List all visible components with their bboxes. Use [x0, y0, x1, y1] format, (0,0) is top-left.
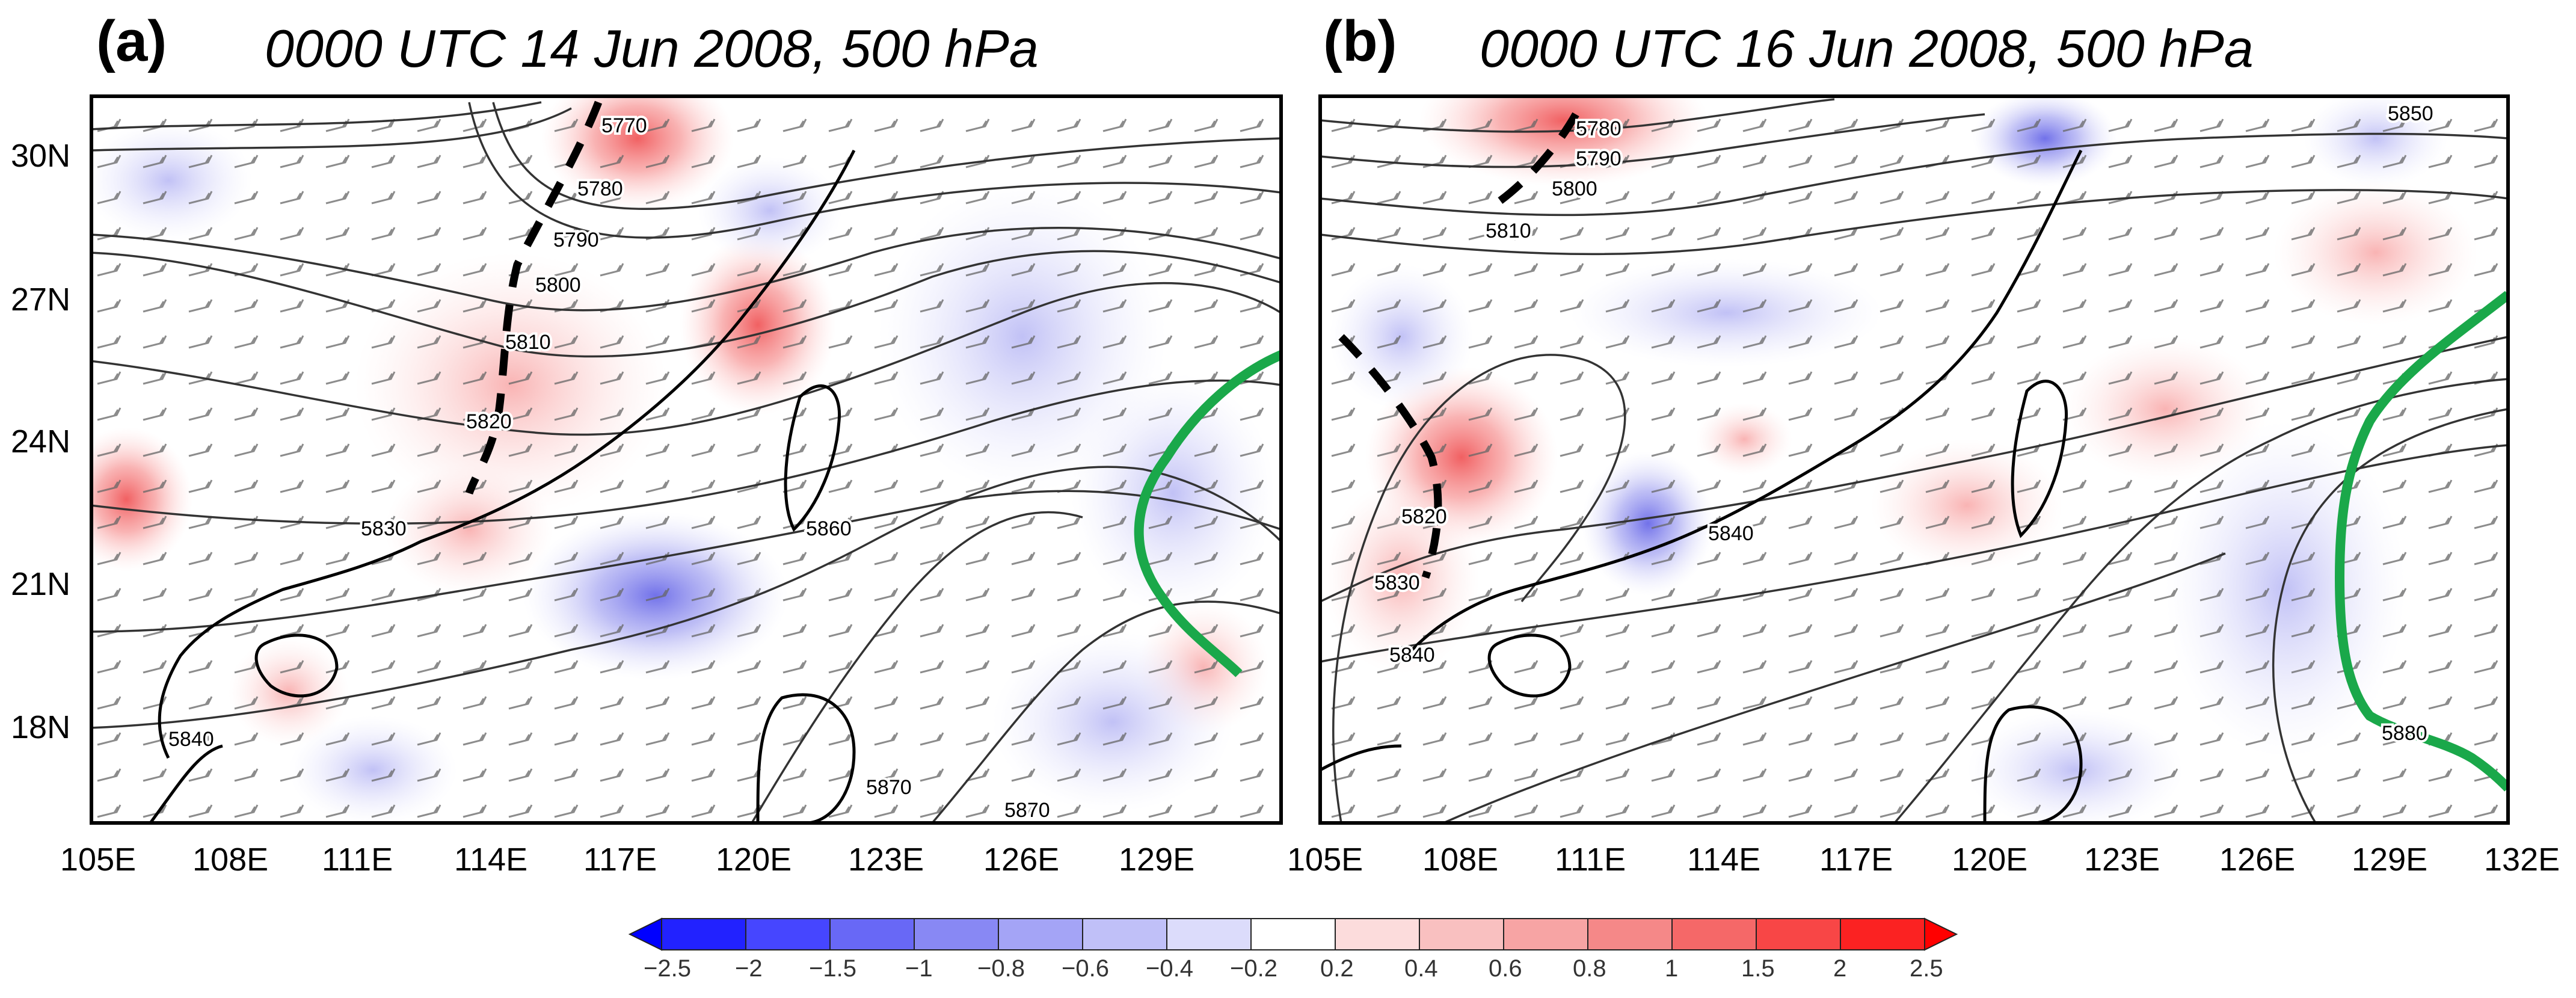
lon-tick-b-129e: 129E: [2352, 842, 2428, 878]
colorbar-tick: 0.4: [1404, 955, 1438, 982]
contour-label: 5860: [806, 517, 852, 540]
lon-tick-a-108e: 108E: [192, 842, 269, 878]
panel-a-letter: (a): [96, 9, 167, 73]
panel-a-frame: [90, 94, 1283, 825]
lon-tick-a-123e: 123E: [848, 842, 924, 878]
colorbar-tick: 2.5: [1910, 955, 1943, 982]
contour-label: 5820: [1401, 505, 1447, 528]
lon-tick-b-105e: 105E: [1287, 842, 1363, 878]
contour-label: 5790: [553, 229, 599, 251]
colorbar-tick: −1.5: [809, 955, 856, 982]
contour-label: 5810: [505, 331, 551, 354]
colorbar-tick: 1: [1665, 955, 1679, 982]
contour-label: 5800: [535, 274, 581, 297]
lon-tick-b-114e: 114E: [1687, 842, 1761, 878]
contour-label: 5850: [2388, 102, 2433, 125]
lat-tick-21n: 21N: [11, 566, 71, 602]
colorbar-tick: −2.5: [644, 955, 691, 982]
colorbar-tick: −0.4: [1146, 955, 1193, 982]
colorbar-tick: −0.2: [1230, 955, 1277, 982]
contour-label: 5830: [1374, 571, 1420, 594]
panel-b-frame: [1318, 94, 2510, 825]
lon-tick-b-111e: 111E: [1555, 842, 1626, 878]
colorbar-tick: 2: [1833, 955, 1847, 982]
colorbar-tick: −2: [735, 955, 763, 982]
contour-label: 5780: [1576, 117, 1622, 140]
lon-tick-a-105e: 105E: [60, 842, 137, 878]
lat-tick-24n: 24N: [11, 424, 71, 460]
panel-b-map: [1320, 96, 2508, 823]
contour-label: 5880: [2382, 722, 2427, 745]
lat-tick-27n: 27N: [11, 282, 71, 318]
contour-label: 5870: [1004, 799, 1050, 822]
contour-label: 5840: [168, 728, 214, 751]
contour-label: 5770: [601, 114, 647, 137]
lon-tick-b-123e: 123E: [2084, 842, 2160, 878]
colorbar-tick: 0.2: [1320, 955, 1354, 982]
lon-tick-a-129e: 129E: [1119, 842, 1195, 878]
contour-label: 5790: [1576, 147, 1622, 170]
lon-tick-a-120e: 120E: [716, 842, 792, 878]
panel-b-title: 0000 UTC 16 Jun 2008, 500 hPa: [1480, 19, 2254, 78]
contour-label: 5830: [361, 517, 407, 540]
lon-tick-a-114e: 114E: [454, 842, 528, 878]
lon-tick-b-126e: 126E: [2219, 842, 2296, 878]
lon-tick-b-117e: 117E: [1819, 842, 1893, 878]
panel-a-title: 0000 UTC 14 Jun 2008, 500 hPa: [265, 19, 1039, 78]
contour-label: 5840: [1389, 644, 1435, 667]
colorbar-tick: 1.5: [1741, 955, 1775, 982]
lat-tick-30n: 30N: [11, 138, 71, 174]
lon-tick-b-132e: 132E: [2484, 842, 2560, 878]
contour-label: 5870: [866, 776, 912, 799]
colorbar: [628, 917, 1958, 951]
lon-tick-b-108e: 108E: [1422, 842, 1499, 878]
colorbar-tick: −0.8: [977, 955, 1025, 982]
contour-label: 5840: [1708, 522, 1754, 545]
lon-tick-a-126e: 126E: [983, 842, 1060, 878]
colorbar-tick: −0.6: [1062, 955, 1109, 982]
contour-label: 5820: [466, 410, 512, 433]
lat-tick-18n: 18N: [11, 709, 71, 745]
panel-a-map: [91, 96, 1281, 823]
colorbar-tick: 0.6: [1489, 955, 1522, 982]
contour-label: 5800: [1552, 177, 1597, 200]
colorbar-tick: −1: [905, 955, 933, 982]
lon-tick-a-111e: 111E: [322, 842, 393, 878]
panel-b-letter: (b): [1323, 9, 1397, 73]
contour-label: 5810: [1486, 220, 1531, 242]
lon-tick-a-117e: 117E: [583, 842, 657, 878]
contour-label: 5780: [577, 177, 623, 200]
lon-tick-b-120e: 120E: [1952, 842, 2028, 878]
colorbar-tick: 0.8: [1573, 955, 1606, 982]
